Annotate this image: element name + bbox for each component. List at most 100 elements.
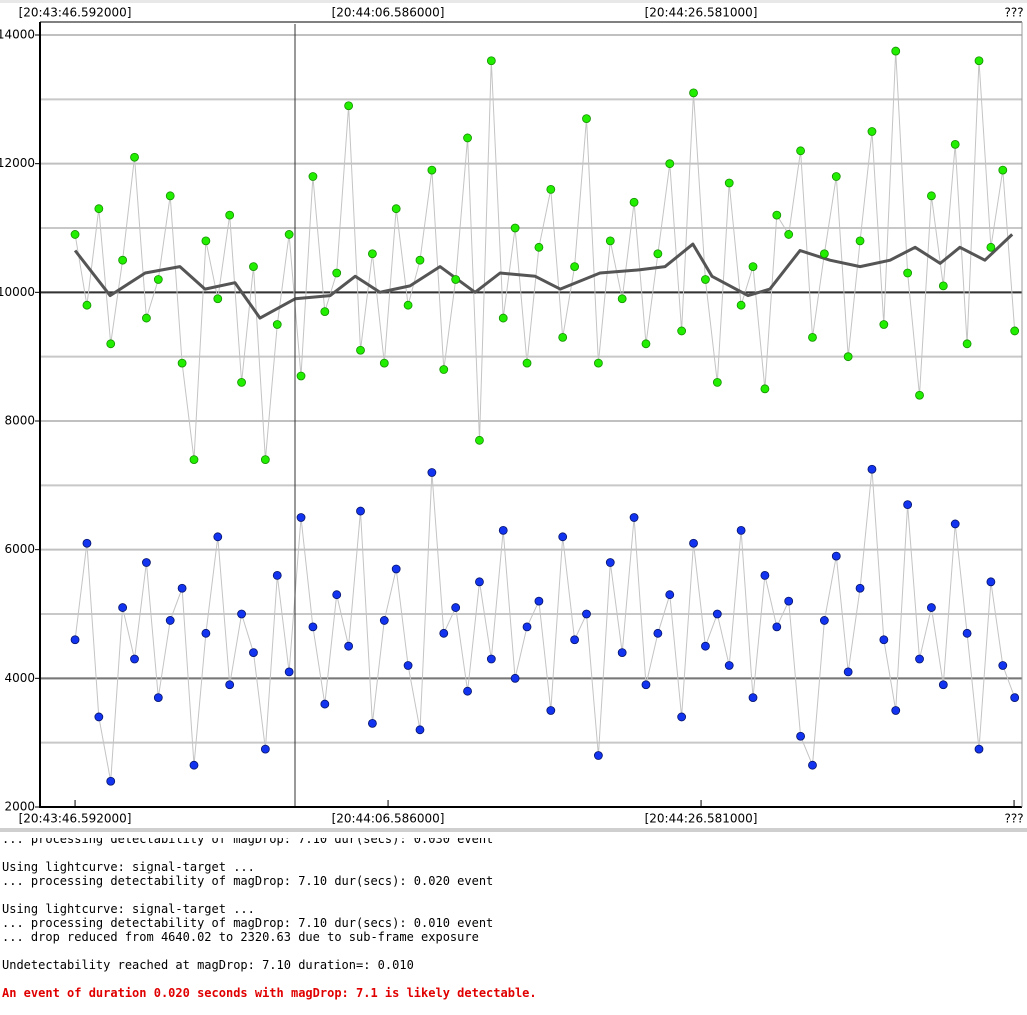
- data-point: [106, 776, 116, 786]
- data-point: [534, 242, 544, 252]
- data-point: [118, 255, 128, 265]
- plot-background: [0, 0, 1027, 832]
- data-point: [546, 184, 556, 194]
- data-point: [451, 275, 461, 284]
- data-point: [427, 468, 437, 477]
- data-point: [94, 204, 104, 214]
- data-point: [796, 146, 805, 156]
- data-point: [724, 178, 734, 188]
- log-line: ... processing detectability of magDrop:…: [2, 838, 494, 846]
- data-point: [344, 641, 354, 651]
- data-point: [855, 583, 865, 593]
- y-tick-label: 2000: [4, 800, 35, 814]
- pane-divider: [0, 828, 1027, 832]
- data-point: [665, 590, 675, 600]
- log-block: Using lightcurve: signal-target ...... p…: [2, 902, 1027, 944]
- data-point: [368, 249, 377, 259]
- data-point: [296, 513, 306, 522]
- data-point: [130, 152, 139, 162]
- data-point: [177, 583, 187, 593]
- data-point: [522, 622, 532, 632]
- data-layer: [70, 46, 1020, 786]
- data-point: [558, 532, 568, 542]
- data-point: [784, 596, 794, 606]
- data-point: [950, 139, 960, 149]
- data-point: [391, 564, 401, 574]
- data-point: [415, 725, 425, 735]
- log-pane: ... processing detectability of magDrop:…: [0, 838, 1027, 1015]
- data-point: [272, 571, 282, 580]
- data-point: [808, 332, 817, 342]
- data-point: [843, 667, 853, 677]
- data-point: [760, 571, 770, 580]
- data-point: [605, 236, 615, 246]
- data-point: [296, 371, 306, 381]
- data-point: [153, 693, 163, 703]
- data-point: [368, 718, 377, 728]
- data-point: [1010, 693, 1020, 703]
- data-point: [653, 628, 663, 638]
- data-point: [582, 114, 591, 124]
- data-point: [641, 339, 651, 349]
- data-point: [284, 667, 294, 677]
- data-point: [498, 525, 508, 535]
- x-tick-label-bottom: [20:44:26.581000]: [645, 812, 758, 826]
- data-point: [130, 654, 139, 664]
- data-point: [284, 230, 294, 239]
- data-point: [106, 339, 116, 349]
- x-tick-label-bottom: [20:44:06.586000]: [332, 812, 445, 826]
- log-block: ... processing detectability of magDrop:…: [2, 838, 1027, 846]
- data-point: [356, 506, 365, 516]
- data-point: [867, 464, 877, 474]
- data-point: [498, 313, 508, 323]
- x-tick-label-top: [20:43:46.592000]: [19, 6, 132, 20]
- log-line: Using lightcurve: signal-target ...: [2, 902, 255, 916]
- top-border: [0, 0, 1027, 3]
- y-tick-label: 6000: [4, 542, 35, 556]
- data-point: [938, 281, 948, 291]
- log-block: Using lightcurve: signal-target ...... p…: [2, 860, 1027, 888]
- data-point: [439, 628, 449, 638]
- grid-layer: [40, 34, 1022, 808]
- data-point: [486, 56, 496, 66]
- y-tick-label: 14000: [0, 28, 35, 42]
- data-point: [570, 262, 580, 272]
- data-point: [391, 204, 401, 214]
- data-point: [118, 603, 128, 612]
- data-point: [748, 262, 758, 272]
- data-point: [974, 744, 984, 754]
- data-point: [582, 609, 591, 619]
- data-point: [213, 294, 223, 304]
- data-point: [819, 249, 829, 259]
- data-point: [308, 172, 318, 181]
- data-point: [629, 197, 639, 207]
- data-point: [879, 635, 889, 645]
- log-content: ... processing detectability of magDrop:…: [0, 838, 1027, 1000]
- data-point: [772, 210, 782, 220]
- x-tick-label-top: ???: [1004, 6, 1023, 20]
- data-point: [534, 596, 544, 606]
- data-point: [879, 320, 889, 329]
- y-tick-label: 8000: [4, 414, 35, 428]
- lightcurve-plot: 2000 4000 6000 8000 10000 12000 14000 [20:43:46…: [0, 0, 1027, 832]
- data-point: [784, 230, 794, 239]
- data-point: [463, 686, 472, 696]
- data-point: [772, 622, 782, 632]
- data-point: [451, 603, 461, 612]
- data-point: [189, 760, 199, 770]
- data-point: [808, 760, 817, 770]
- x-tick-label-bottom: ???: [1004, 812, 1023, 826]
- data-point: [70, 230, 80, 239]
- data-point: [760, 384, 770, 394]
- data-point: [475, 577, 484, 587]
- data-point: [332, 268, 342, 278]
- data-point: [665, 159, 675, 169]
- data-point: [320, 307, 330, 317]
- data-point: [272, 320, 282, 329]
- data-point: [213, 532, 223, 542]
- data-point: [986, 242, 996, 252]
- data-point: [701, 641, 710, 651]
- data-point: [724, 661, 734, 670]
- data-point: [677, 326, 687, 336]
- log-line: Using lightcurve: signal-target ...: [2, 860, 255, 874]
